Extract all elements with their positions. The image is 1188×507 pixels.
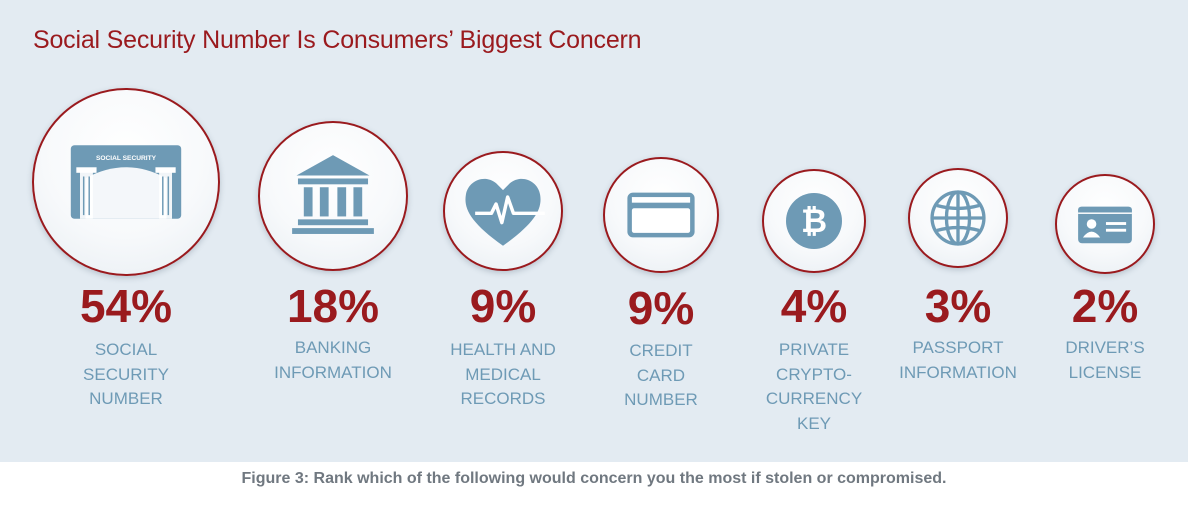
credit-card-icon [627,192,695,238]
svg-text:SOCIAL SECURITY: SOCIAL SECURITY [96,155,157,162]
figure-caption: Figure 3: Rank which of the following wo… [241,470,947,487]
percentage-value: 9% [627,282,695,334]
percentage-value: 18% [286,280,380,332]
category-label: SOCIAL SECURITY NUMBER [83,340,169,408]
icon-circle: SOCIAL SECURITY [32,88,220,276]
icon-circle [908,168,1008,268]
category-label: BANKING INFORMATION [274,338,392,382]
category-label: HEALTH AND MEDICAL RECORDS [450,340,556,408]
bitcoin-icon: ₿ [786,193,842,249]
icon-circle [603,157,719,273]
id-card-icon [1078,206,1132,244]
heart-pulse-icon [465,178,545,246]
social-security-card-icon: SOCIAL SECURITY [70,145,182,219]
svg-text:₿: ₿ [801,202,827,240]
category-label: DRIVER’S LICENSE [1065,338,1145,382]
percentage-value: 9% [469,280,537,332]
chart-title: Social Security Number Is Consumers’ Big… [33,26,642,54]
percentage-value: 3% [924,280,992,332]
icon-circle: ₿ [762,169,866,273]
category-label: CREDIT CARD NUMBER [624,341,698,409]
category-label: PRIVATE CRYPTO- CURRENCY KEY [765,340,863,433]
bank-icon [292,155,374,234]
category-label: PASSPORT INFORMATION [899,338,1017,382]
globe-icon [930,190,986,246]
icon-circle [1055,174,1155,274]
percentage-value: 54% [79,280,173,332]
percentage-value: 2% [1071,280,1139,332]
percentage-value: 4% [780,280,848,332]
icon-circle [443,151,563,271]
icon-circle [258,121,408,271]
